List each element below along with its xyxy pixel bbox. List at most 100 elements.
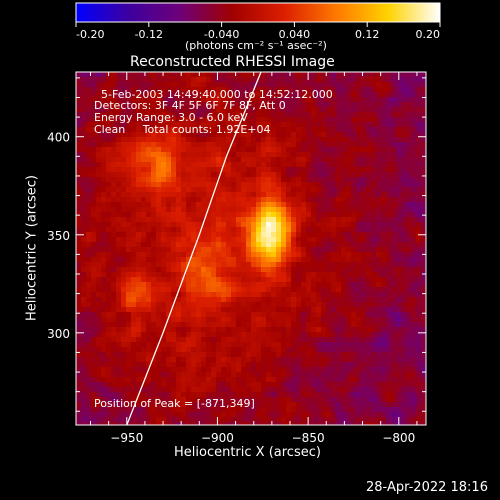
heatmap-cell — [321, 352, 327, 358]
heatmap-cell — [191, 392, 197, 398]
heatmap-cell — [196, 237, 202, 243]
heatmap-cell — [291, 202, 297, 208]
heatmap-cell — [396, 392, 402, 398]
heatmap-cell — [356, 222, 362, 228]
heatmap-cell — [131, 162, 137, 168]
heatmap-cell — [251, 232, 257, 238]
heatmap-cell — [321, 337, 327, 343]
heatmap-cell — [81, 382, 87, 388]
heatmap-cell — [406, 342, 412, 348]
heatmap-cell — [121, 97, 127, 103]
heatmap-cell — [271, 212, 277, 218]
heatmap-cell — [261, 322, 267, 328]
heatmap-cell — [406, 137, 412, 143]
heatmap-cell — [136, 117, 142, 123]
heatmap-cell — [201, 157, 207, 163]
heatmap-cell — [161, 117, 167, 123]
heatmap-cell — [331, 402, 337, 408]
heatmap-cell — [286, 237, 292, 243]
heatmap-cell — [321, 317, 327, 323]
heatmap-cell — [221, 187, 227, 193]
heatmap-cell — [156, 287, 162, 293]
colorbar-tick-label: 0.040 — [279, 28, 311, 41]
heatmap-cell — [416, 402, 422, 408]
heatmap-cell — [391, 422, 397, 425]
heatmap-cell — [351, 302, 357, 308]
heatmap-cell — [421, 302, 426, 308]
heatmap-cell — [301, 207, 307, 213]
heatmap-cell — [366, 352, 372, 358]
heatmap-cell — [326, 77, 332, 83]
heatmap-cell — [331, 392, 337, 398]
heatmap-cell — [411, 377, 417, 383]
heatmap-cell — [141, 117, 147, 123]
heatmap-cell — [231, 102, 237, 108]
heatmap-cell — [281, 307, 287, 313]
heatmap-cell — [176, 292, 182, 298]
heatmap-cell — [241, 82, 247, 88]
heatmap-cell — [401, 107, 407, 113]
heatmap-cell — [386, 252, 392, 258]
heatmap-cell — [321, 157, 327, 163]
heatmap-cell — [226, 237, 232, 243]
heatmap-cell — [216, 422, 222, 425]
heatmap-cell — [251, 252, 257, 258]
heatmap-cell — [116, 267, 122, 273]
heatmap-cell — [306, 122, 312, 128]
heatmap-cell — [346, 192, 352, 198]
heatmap-cell — [186, 377, 192, 383]
heatmap-cell — [281, 337, 287, 343]
heatmap-cell — [131, 192, 137, 198]
heatmap-cell — [191, 252, 197, 258]
heatmap-cell — [371, 82, 377, 88]
heatmap-cell — [266, 407, 272, 413]
heatmap-cell — [271, 352, 277, 358]
heatmap-cell — [266, 302, 272, 308]
heatmap-cell — [371, 337, 377, 343]
heatmap-cell — [321, 367, 327, 373]
heatmap-cell — [236, 417, 242, 423]
heatmap-cell — [261, 257, 267, 263]
heatmap-cell — [346, 257, 352, 263]
heatmap-cell — [211, 77, 217, 83]
heatmap-cell — [226, 82, 232, 88]
heatmap-cell — [346, 232, 352, 238]
heatmap-cell — [116, 187, 122, 193]
heatmap-cell — [211, 197, 217, 203]
heatmap-cell — [321, 247, 327, 253]
heatmap-cell — [321, 127, 327, 133]
heatmap-cell — [366, 417, 372, 423]
heatmap-cell — [221, 357, 227, 363]
heatmap-cell — [401, 102, 407, 108]
heatmap-cell — [386, 372, 392, 378]
heatmap-cell — [386, 207, 392, 213]
heatmap-cell — [406, 392, 412, 398]
heatmap-cell — [281, 102, 287, 108]
heatmap-cell — [321, 372, 327, 378]
heatmap-cell — [236, 357, 242, 363]
heatmap-cell — [401, 212, 407, 218]
heatmap-cell — [361, 267, 367, 273]
heatmap-cell — [206, 177, 212, 183]
heatmap-cell — [346, 97, 352, 103]
heatmap-cell — [256, 122, 262, 128]
heatmap-cell — [221, 347, 227, 353]
heatmap-cell — [411, 72, 417, 78]
heatmap-cell — [196, 217, 202, 223]
heatmap-cell — [256, 332, 262, 338]
heatmap-cell — [126, 372, 132, 378]
heatmap-cell — [336, 167, 342, 173]
heatmap-cell — [306, 117, 312, 123]
heatmap-cell — [76, 162, 82, 168]
heatmap-cell — [241, 192, 247, 198]
heatmap-cell — [376, 122, 382, 128]
heatmap-cell — [391, 272, 397, 278]
heatmap-cell — [381, 182, 387, 188]
heatmap-cell — [151, 387, 157, 393]
heatmap-cell — [201, 167, 207, 173]
heatmap-cell — [166, 202, 172, 208]
heatmap-cell — [101, 222, 107, 228]
heatmap-cell — [241, 337, 247, 343]
heatmap-cell — [171, 392, 177, 398]
heatmap-cell — [406, 302, 412, 308]
